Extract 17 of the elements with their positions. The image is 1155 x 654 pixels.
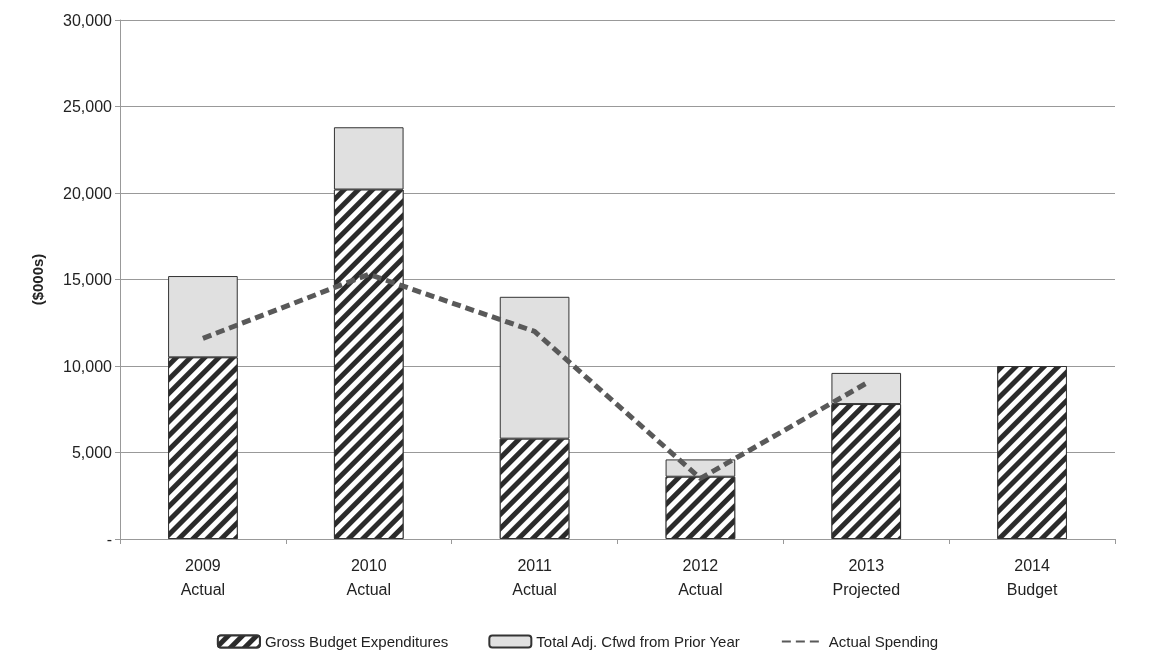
x-tick-label: 2012 Actual <box>678 556 723 598</box>
legend-label: Total Adj. Cfwd from Prior Year <box>536 633 740 650</box>
y-tick-label: 25,000 <box>63 98 113 115</box>
y-axis-title: ($000s) <box>29 253 46 306</box>
y-tick-label: 30,000 <box>63 11 113 29</box>
y-tick-label: 5,000 <box>71 444 113 461</box>
y-tick-label: 15,000 <box>63 271 113 288</box>
x-tick-label: 2014 Budget <box>1006 556 1058 598</box>
x-tick-label: 2009 Actual <box>180 556 226 598</box>
x-tick-label: 2011 Actual <box>512 556 557 598</box>
x-tick-label: 2010 Actual <box>346 556 391 598</box>
x-tick-label: 2013 Projected <box>832 556 901 598</box>
legend-label: Gross Budget Expenditures <box>264 633 449 650</box>
legend-label: Actual Spending <box>828 633 939 650</box>
y-tick-label: 20,000 <box>63 184 113 202</box>
y-tick-label: - <box>106 530 112 548</box>
y-tick-label: 10,000 <box>63 357 113 375</box>
